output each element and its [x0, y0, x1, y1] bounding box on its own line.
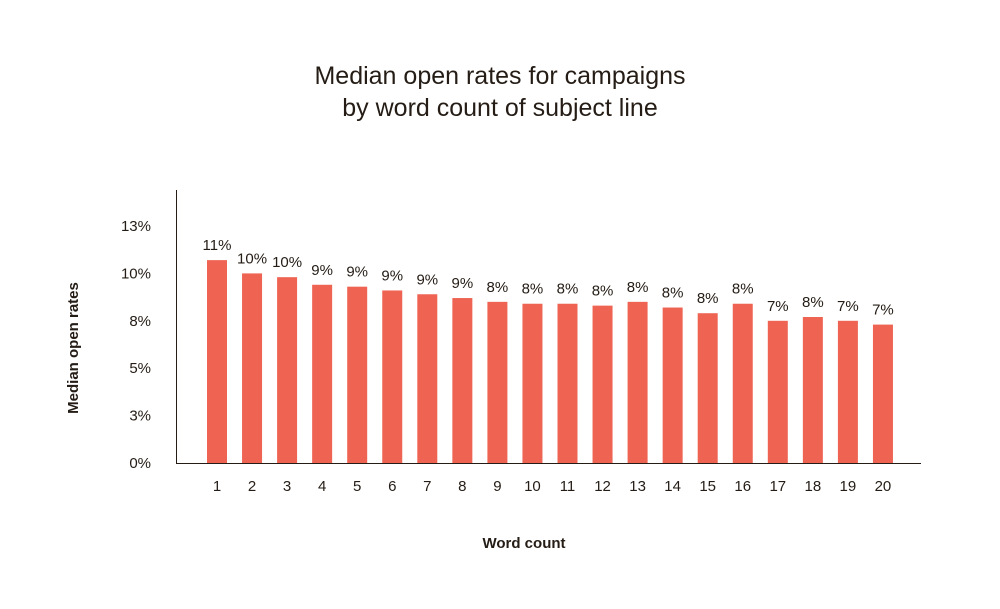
data-label: 7%: [872, 302, 894, 319]
bar: [872, 324, 893, 463]
x-tick-label: 13: [629, 478, 646, 495]
data-label: 8%: [557, 281, 579, 298]
data-label: 8%: [802, 294, 824, 311]
bar: [522, 303, 543, 463]
bar: [697, 313, 718, 463]
data-label: 8%: [522, 281, 544, 298]
y-axis-label: Median open rates: [65, 282, 82, 414]
bar: [592, 305, 613, 463]
x-tick-label: 3: [283, 478, 291, 495]
data-label: 8%: [627, 279, 649, 296]
y-tick-label: 5%: [129, 360, 151, 377]
chart-title-line-1: Median open rates for campaigns: [314, 62, 686, 90]
y-tick-label: 3%: [129, 408, 151, 425]
bar: [277, 277, 298, 463]
data-label: 8%: [732, 281, 754, 298]
data-label: 9%: [346, 264, 368, 281]
x-tick-label: 18: [805, 478, 822, 495]
x-tick-label: 12: [594, 478, 611, 495]
x-tick-label: 20: [875, 478, 892, 495]
bar: [837, 320, 858, 463]
bar: [347, 286, 368, 463]
y-tick-label: 13%: [121, 218, 151, 235]
x-tick-label: 19: [840, 478, 857, 495]
y-tick-label: 10%: [121, 265, 151, 282]
x-tick-label: 1: [213, 478, 221, 495]
bar: [312, 284, 333, 463]
bar: [487, 301, 508, 463]
data-label: 9%: [311, 262, 333, 279]
bar: [207, 260, 227, 463]
bar: [802, 317, 823, 463]
x-tick-label: 5: [353, 478, 361, 495]
x-axis-label: Word count: [482, 535, 565, 552]
bar: [732, 303, 753, 463]
x-tick-label: 15: [699, 478, 716, 495]
x-tick-label: 11: [560, 478, 576, 495]
x-tick-label: 4: [318, 478, 326, 495]
data-label: 9%: [452, 275, 474, 292]
bar: [627, 301, 648, 463]
data-label: 9%: [416, 271, 438, 288]
x-tick-label: 8: [458, 478, 466, 495]
data-label: 10%: [272, 254, 302, 271]
bar: [557, 303, 578, 463]
chart-title: Median open rates for campaigns by word …: [0, 60, 1000, 124]
x-tick-label: 14: [664, 478, 681, 495]
bar: [452, 298, 473, 463]
data-label: 7%: [767, 298, 789, 315]
data-label: 8%: [697, 290, 719, 307]
data-label: 10%: [237, 250, 267, 267]
bar: [242, 273, 263, 463]
data-label: 8%: [662, 285, 684, 302]
bar: [767, 320, 788, 463]
x-tick-label: 6: [388, 478, 396, 495]
x-tick-label: 7: [423, 478, 431, 495]
bar: [382, 290, 403, 463]
x-tick-label: 2: [248, 478, 256, 495]
bar: [662, 307, 683, 463]
bar: [417, 294, 438, 463]
x-tick-label: 10: [524, 478, 541, 495]
x-tick-label: 17: [769, 478, 786, 495]
data-label: 11%: [203, 237, 232, 254]
y-tick-label: 0%: [129, 455, 151, 472]
data-label: 8%: [592, 283, 614, 300]
y-tick-label: 8%: [129, 313, 151, 330]
data-label: 9%: [381, 267, 403, 284]
data-label: 7%: [837, 298, 859, 315]
data-label: 8%: [487, 279, 509, 296]
x-tick-label: 16: [734, 478, 751, 495]
x-tick-label: 9: [493, 478, 501, 495]
chart-title-line-2: by word count of subject line: [342, 94, 658, 122]
